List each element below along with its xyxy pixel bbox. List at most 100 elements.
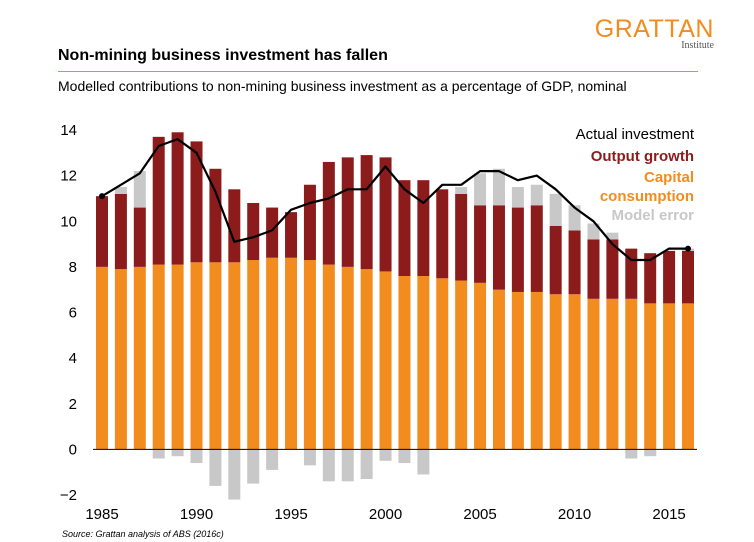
bar-capital-consumption [436, 278, 449, 450]
y-tick-label: 0 [69, 441, 77, 458]
bar-output-growth [474, 205, 487, 283]
bar-output-growth [171, 132, 184, 265]
bar-output-growth [114, 193, 127, 270]
bar-capital-consumption [474, 282, 487, 450]
bar-output-growth [682, 250, 694, 304]
bar-capital-consumption [247, 260, 260, 450]
chart-title: Non-mining business investment has falle… [58, 47, 388, 64]
bar-capital-consumption [492, 289, 505, 450]
actual-investment-line [101, 138, 688, 262]
bar-capital-consumption [379, 271, 392, 450]
legend-capital-consumption: Capital consumption [600, 169, 694, 205]
bar-capital-consumption [511, 291, 524, 450]
bar-output-growth [209, 168, 222, 263]
grattan-logo: GRATTAN Institute [595, 16, 714, 51]
bar-model-error [190, 449, 203, 464]
bar-model-error [171, 449, 184, 457]
logo-subtext: Institute [681, 40, 714, 51]
bar-model-error [303, 449, 316, 466]
bar-output-growth [228, 189, 241, 263]
bar-output-growth [663, 250, 676, 304]
bar-output-growth [247, 203, 260, 261]
bar-model-error [360, 449, 373, 480]
y-tick-label: 4 [69, 350, 77, 367]
bar-model-error [341, 449, 354, 482]
bar-output-growth [190, 141, 203, 263]
bar-model-error [398, 449, 411, 464]
bar-model-error [266, 449, 279, 470]
bar-model-error [455, 187, 468, 194]
chart-subtitle: Modelled contributions to non-mining bus… [58, 78, 627, 94]
bar-capital-consumption [228, 262, 241, 450]
bar-output-growth [511, 207, 524, 292]
y-tick-label: 6 [69, 305, 77, 322]
y-tick-label: 14 [60, 122, 77, 139]
bar-output-growth [436, 189, 449, 279]
bar-model-error [644, 449, 657, 457]
bar-output-growth [341, 157, 354, 267]
x-tick-label: 2010 [558, 506, 591, 523]
actual-investment-start-marker [99, 193, 105, 200]
bar-capital-consumption [455, 280, 468, 450]
bar-capital-consumption [398, 276, 411, 450]
y-tick-label: 12 [60, 168, 77, 185]
bar-output-growth [379, 157, 392, 272]
bar-output-growth [568, 230, 581, 295]
bar-capital-consumption [625, 298, 638, 450]
bar-model-error [625, 449, 638, 459]
bar-output-growth [152, 136, 165, 265]
bar-output-growth [587, 239, 600, 299]
bar-capital-consumption [606, 298, 619, 450]
bar-model-error [228, 449, 241, 500]
bar-capital-consumption [133, 266, 146, 450]
bar-capital-consumption [682, 303, 694, 450]
bar-capital-consumption [96, 266, 108, 450]
bar-output-growth [417, 180, 430, 276]
x-tick-label: 2005 [463, 506, 496, 523]
x-tick-label: 2000 [369, 506, 402, 523]
logo-wordmark: GRATTAN [594, 15, 714, 43]
bar-capital-consumption [644, 303, 657, 450]
bar-output-growth [530, 205, 543, 292]
bar-capital-consumption [360, 269, 373, 450]
bar-model-error [417, 449, 430, 475]
source-note: Source: Grattan analysis of ABS (2016c) [62, 529, 224, 539]
bar-model-error [152, 449, 165, 459]
bar-model-error [530, 184, 543, 206]
bar-model-error [568, 205, 581, 231]
bar-capital-consumption [171, 264, 184, 450]
x-tick-label: 2015 [652, 506, 685, 523]
bar-capital-consumption [587, 298, 600, 450]
bar-output-growth [266, 207, 279, 258]
bar-model-error [114, 187, 127, 194]
bar-capital-consumption [322, 264, 335, 450]
x-tick-label: 1995 [274, 506, 307, 523]
legend-actual-investment: Actual investment [576, 126, 695, 143]
bar-capital-consumption [266, 257, 279, 450]
bar-model-error [322, 449, 335, 482]
bar-model-error [549, 193, 562, 226]
bar-capital-consumption [190, 262, 203, 450]
bar-output-growth [606, 239, 619, 299]
bar-model-error [492, 168, 505, 206]
bar-capital-consumption [285, 257, 298, 450]
bar-model-error [606, 232, 619, 240]
bar-output-growth [398, 180, 411, 276]
bar-capital-consumption [417, 276, 430, 450]
bar-capital-consumption [530, 291, 543, 450]
bar-model-error [133, 171, 146, 208]
title-divider [58, 71, 698, 72]
bar-output-growth [96, 196, 108, 267]
bar-output-growth [549, 225, 562, 295]
legend-model-error: Model error [611, 207, 694, 224]
bar-capital-consumption [341, 266, 354, 450]
bar-model-error [474, 173, 487, 206]
bar-output-growth [285, 212, 298, 258]
y-tick-label: −2 [60, 487, 77, 504]
bar-model-error [209, 449, 222, 486]
bar-output-growth [360, 155, 373, 270]
bar-capital-consumption [209, 262, 222, 450]
bar-capital-consumption [663, 303, 676, 450]
bar-model-error [511, 187, 524, 208]
